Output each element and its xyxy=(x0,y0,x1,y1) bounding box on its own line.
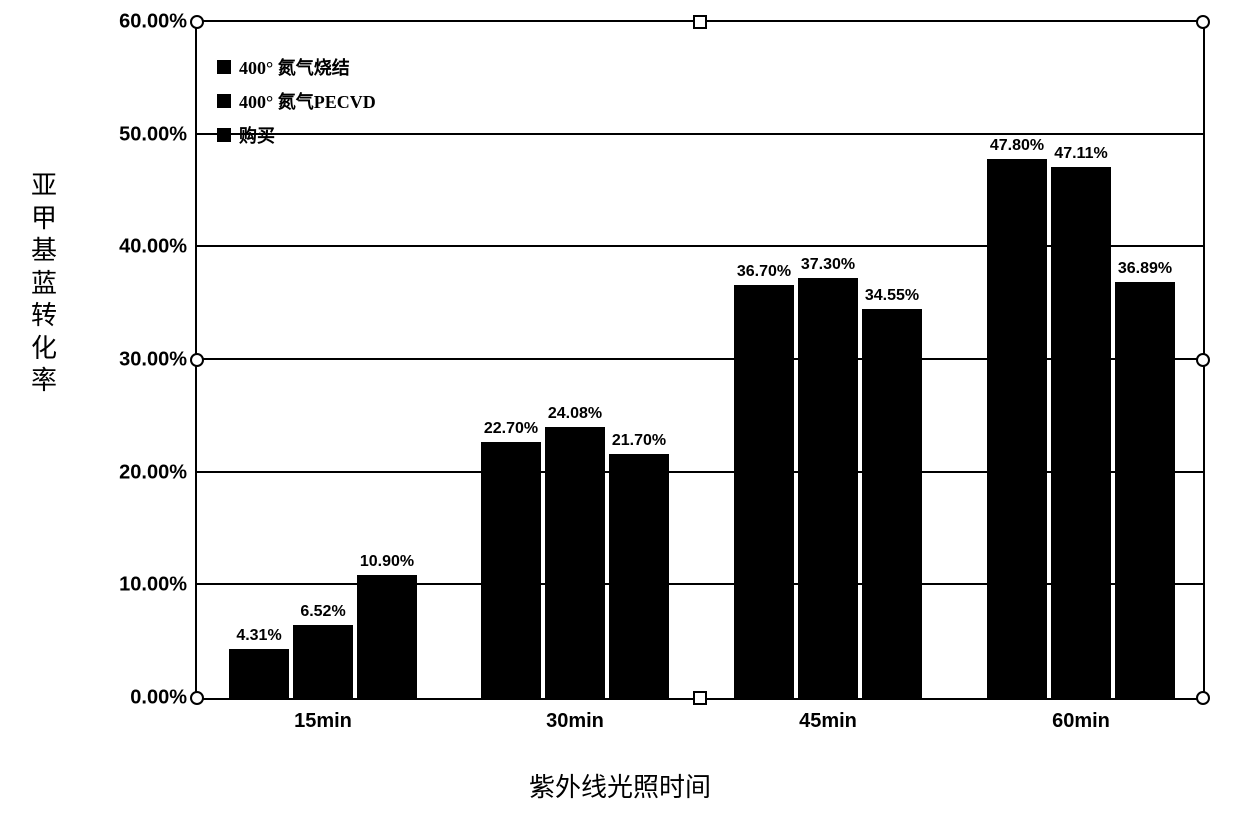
bar: 24.08% xyxy=(545,427,605,698)
legend-label: 400° 氮气烧结 xyxy=(239,54,350,80)
y-tick-label: 20.00% xyxy=(119,461,187,484)
y-tick-label: 10.00% xyxy=(119,574,187,597)
x-tick-label: 60min xyxy=(1052,710,1110,733)
chart-container: 亚甲基蓝转化率 紫外线光照时间 400° 氮气烧结 400° 氮气PECVD 购… xyxy=(0,0,1240,822)
data-label: 10.90% xyxy=(360,553,414,571)
plot-handle-icon xyxy=(190,15,204,29)
bar: 22.70% xyxy=(481,442,541,698)
legend-swatch-icon xyxy=(217,128,231,142)
bar: 4.31% xyxy=(229,649,289,698)
plot-handle-icon xyxy=(1196,353,1210,367)
data-label: 37.30% xyxy=(801,256,855,274)
data-label: 22.70% xyxy=(484,420,538,438)
y-tick-label: 40.00% xyxy=(119,236,187,259)
legend-item: 400° 氮气PECVD xyxy=(217,88,376,114)
legend-swatch-icon xyxy=(217,60,231,74)
data-label: 6.52% xyxy=(300,603,345,621)
data-label: 36.70% xyxy=(737,263,791,281)
gridline xyxy=(197,133,1203,135)
data-label: 24.08% xyxy=(548,405,602,423)
data-label: 21.70% xyxy=(612,432,666,450)
bar: 36.89% xyxy=(1115,282,1175,698)
bar: 6.52% xyxy=(293,625,353,698)
bar: 47.80% xyxy=(987,159,1047,698)
legend-item: 购买 xyxy=(217,122,376,148)
plot-handle-icon xyxy=(1196,691,1210,705)
y-axis-title: 亚甲基蓝转化率 xyxy=(30,170,58,398)
x-tick-label: 45min xyxy=(799,710,857,733)
y-tick-label: 0.00% xyxy=(130,687,187,710)
data-label: 47.80% xyxy=(990,137,1044,155)
bar: 10.90% xyxy=(357,575,417,698)
bar: 36.70% xyxy=(734,285,794,698)
plot-handle-icon xyxy=(190,691,204,705)
bar: 21.70% xyxy=(609,454,669,698)
plot-handle-icon xyxy=(693,691,707,705)
legend-label: 400° 氮气PECVD xyxy=(239,88,376,114)
x-tick-label: 30min xyxy=(546,710,604,733)
data-label: 47.11% xyxy=(1054,145,1107,163)
x-axis-title: 紫外线光照时间 xyxy=(0,767,1240,804)
y-tick-label: 50.00% xyxy=(119,123,187,146)
y-tick-label: 60.00% xyxy=(119,11,187,34)
legend-swatch-icon xyxy=(217,94,231,108)
legend: 400° 氮气烧结 400° 氮气PECVD 购买 xyxy=(217,54,376,156)
y-tick-label: 30.00% xyxy=(119,349,187,372)
legend-label: 购买 xyxy=(239,122,275,148)
plot-area: 400° 氮气烧结 400° 氮气PECVD 购买 0.00%10.00%20.… xyxy=(195,20,1205,700)
plot-handle-icon xyxy=(693,15,707,29)
data-label: 34.55% xyxy=(865,287,919,305)
legend-item: 400° 氮气烧结 xyxy=(217,54,376,80)
plot-handle-icon xyxy=(190,353,204,367)
data-label: 4.31% xyxy=(236,627,281,645)
x-tick-label: 15min xyxy=(294,710,352,733)
bar: 34.55% xyxy=(862,309,922,698)
bar: 37.30% xyxy=(798,278,858,698)
bar: 47.11% xyxy=(1051,167,1111,698)
plot-handle-icon xyxy=(1196,15,1210,29)
data-label: 36.89% xyxy=(1118,260,1172,278)
